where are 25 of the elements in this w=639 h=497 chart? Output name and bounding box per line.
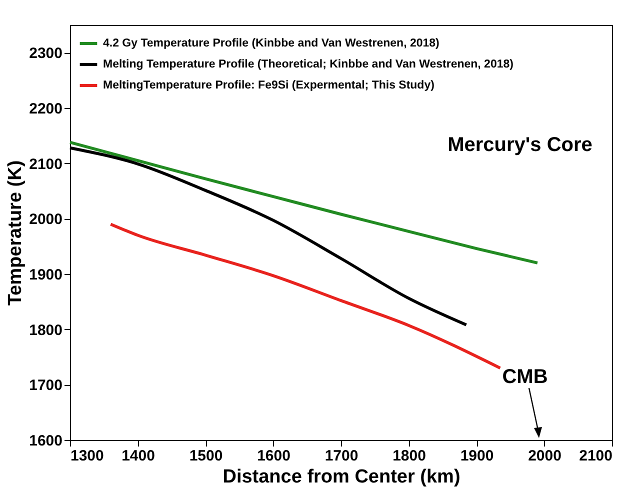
x-tick-label: 1300 bbox=[70, 448, 104, 464]
x-tick-label: 1700 bbox=[324, 448, 358, 464]
y-tick-label: 2200 bbox=[29, 100, 62, 118]
legend-label: 4.2 Gy Temperature Profile (Kinbbe and Van Westrenen, 2018) bbox=[103, 38, 440, 50]
y-tick-label: 1900 bbox=[29, 266, 62, 284]
y-tick-label: 2100 bbox=[29, 156, 62, 173]
y-tick-label: 2300 bbox=[29, 45, 62, 62]
annotation: Mercury's Core bbox=[448, 134, 592, 156]
legend-label: Melting Temperature Profile (Theoretical; Kinbbe and Van Westrenen, 2018) bbox=[103, 58, 514, 70]
x-axis-title: Distance from Center (km) bbox=[222, 466, 460, 488]
x-tick-label: 1500 bbox=[189, 448, 223, 464]
x-tick-label: 1400 bbox=[122, 448, 155, 464]
annotation: CMB bbox=[502, 366, 548, 388]
x-tick-label: 1800 bbox=[392, 448, 426, 464]
y-tick-label: 1700 bbox=[29, 377, 62, 394]
x-tick-label: 1900 bbox=[460, 448, 494, 464]
legend-label: MeltingTemperature Profile: Fe9Si (Expermental; This Study) bbox=[103, 80, 435, 92]
y-tick-label: 1800 bbox=[29, 322, 62, 339]
line-series bbox=[109, 222, 502, 370]
y-axis-title: Temperature (K) bbox=[5, 160, 26, 306]
x-tick-label: 1600 bbox=[257, 448, 290, 464]
x-tick-label: 2100 bbox=[579, 448, 612, 464]
x-tick-label: 2000 bbox=[528, 448, 562, 464]
y-tick-label: 2000 bbox=[29, 211, 62, 228]
y-tick-label: 1600 bbox=[29, 432, 62, 450]
